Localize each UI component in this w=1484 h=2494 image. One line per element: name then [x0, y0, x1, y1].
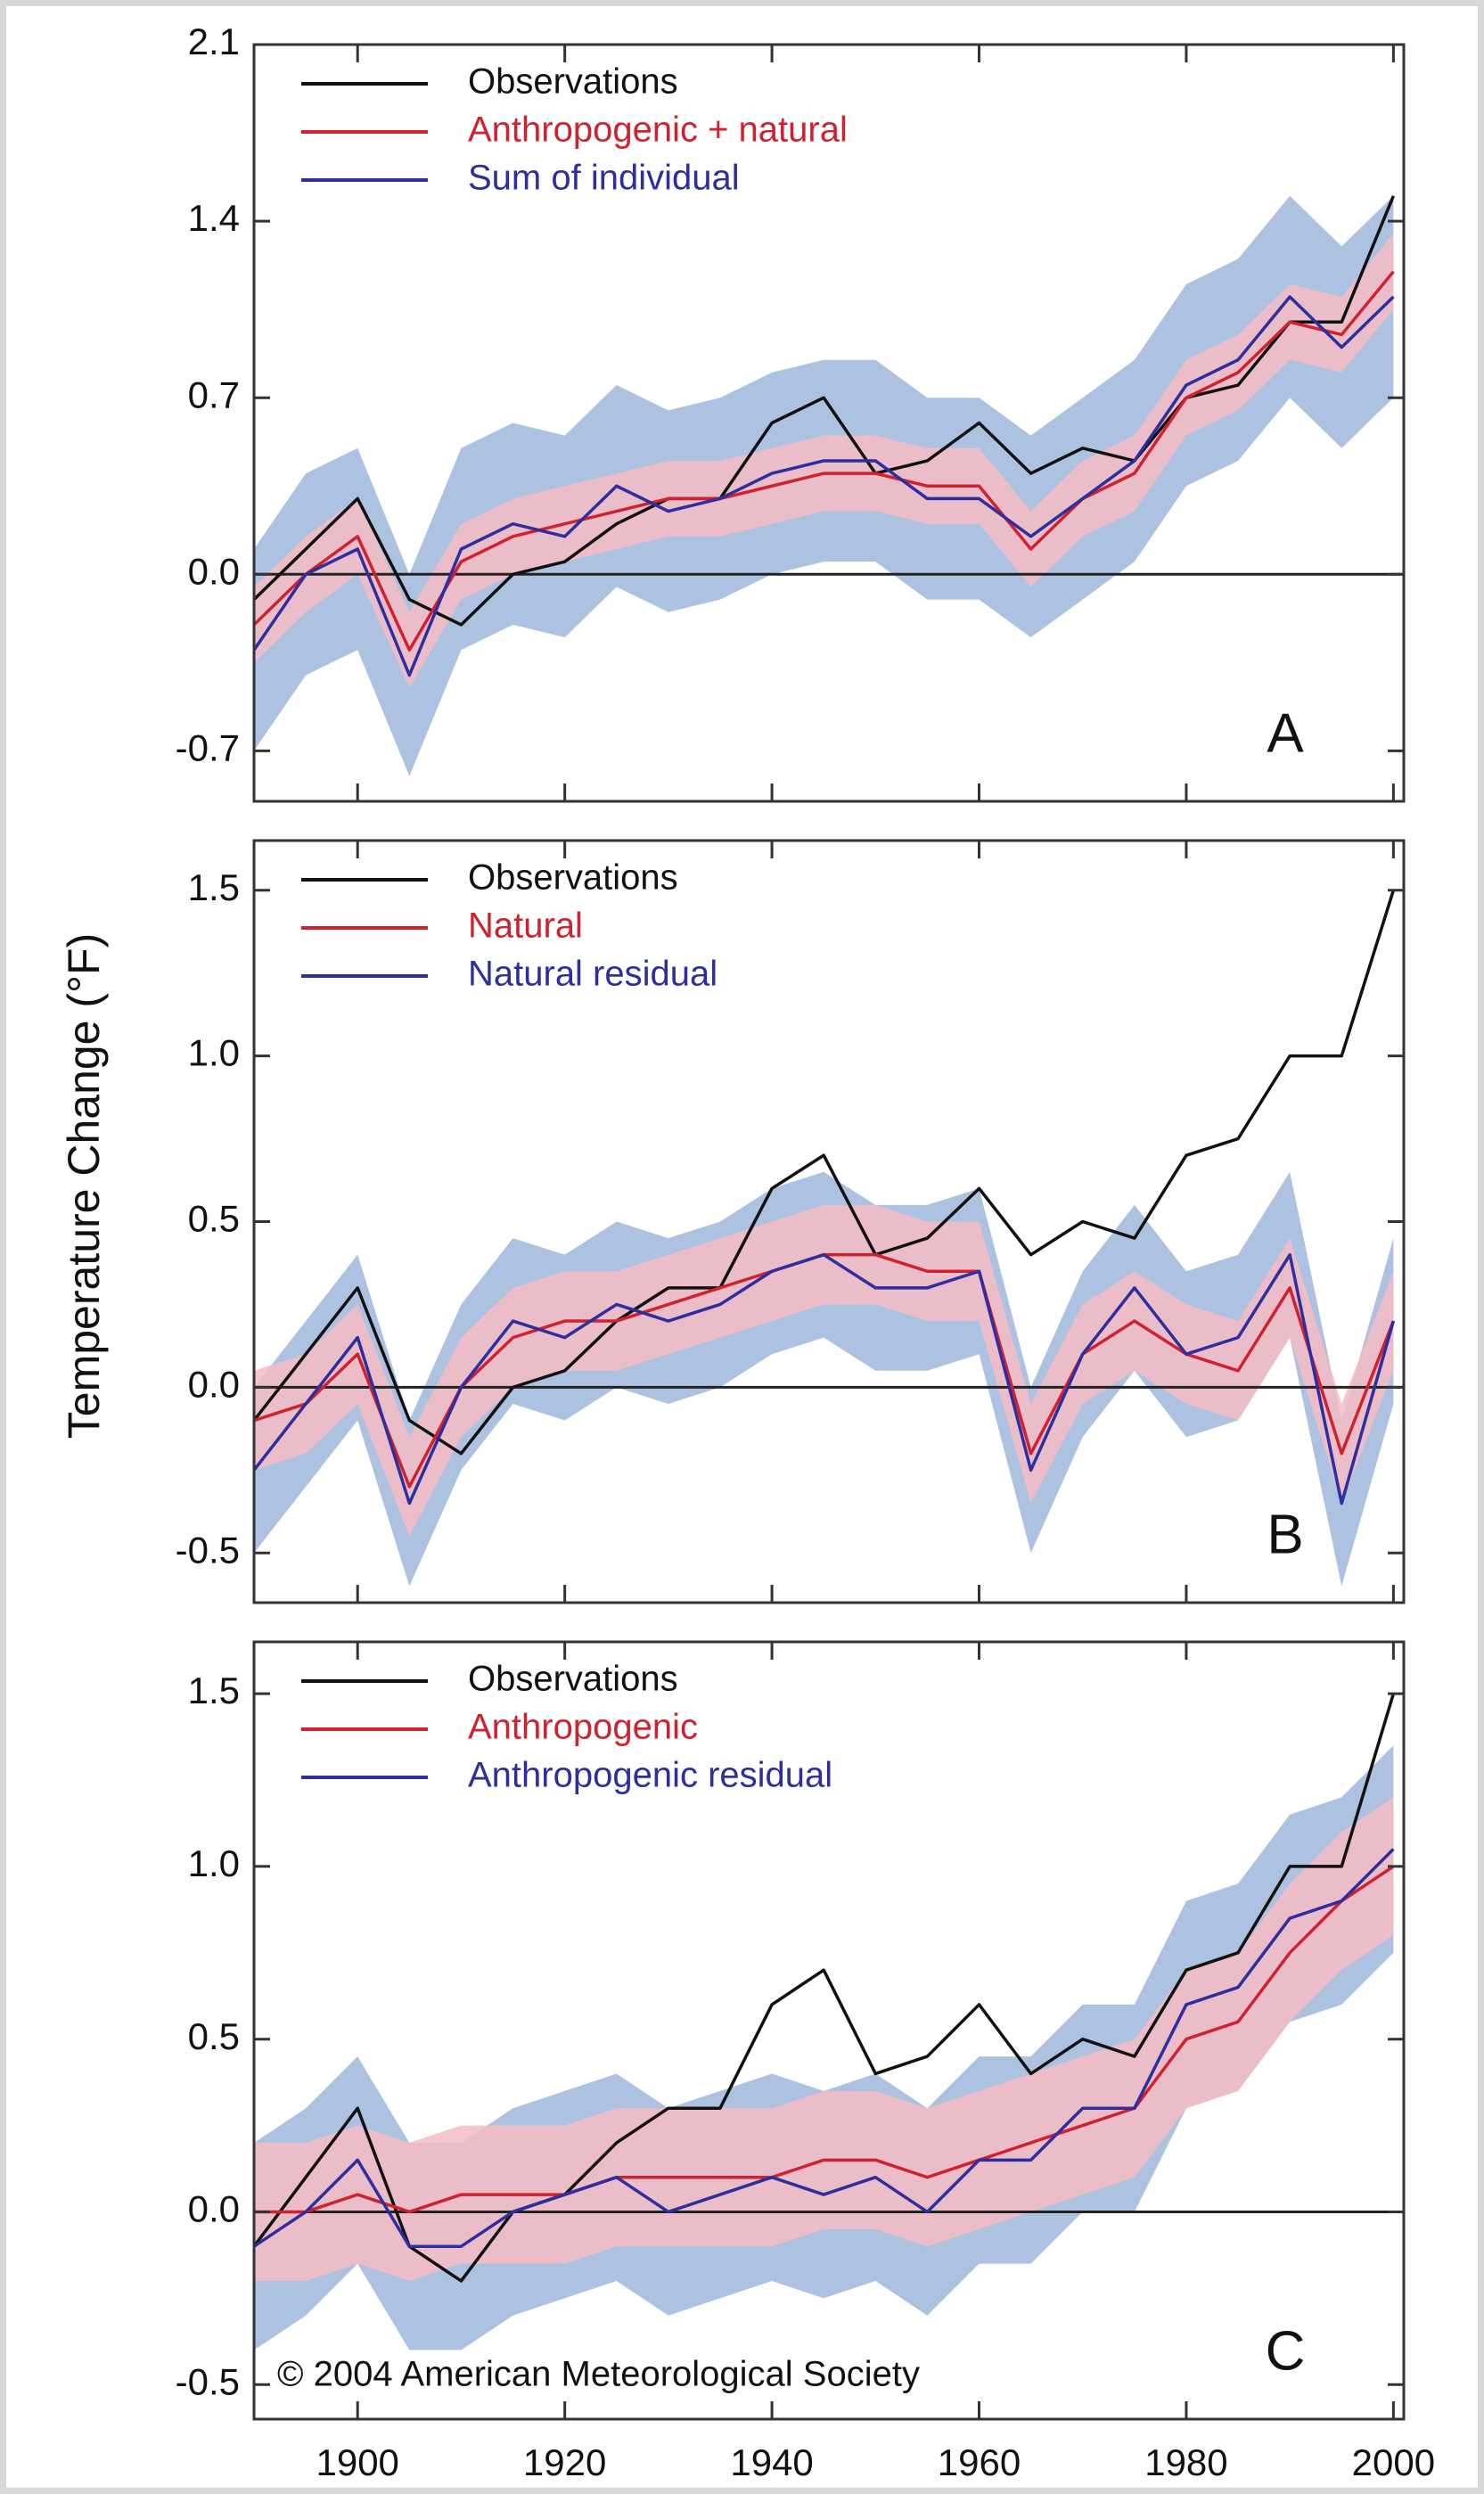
legend-label: Natural residual: [468, 955, 717, 994]
plot-frame: [252, 43, 1406, 803]
legend-label: Anthropogenic + natural: [468, 111, 848, 150]
panel-label: A: [1267, 702, 1304, 764]
panel-label: B: [1267, 1504, 1303, 1565]
series-line: [254, 295, 1395, 677]
x-tick-label: 1900: [316, 2441, 398, 2483]
y-tick-label: 1.5: [188, 1670, 240, 1711]
x-tick-label: 1940: [730, 2441, 813, 2483]
legend-label: Observations: [468, 1660, 678, 1699]
series-line: [254, 890, 1396, 1456]
y-tick-label: 0.5: [188, 2015, 240, 2057]
y-axis-label: Temperature Change (°F): [59, 933, 109, 1439]
x-tick-label: 1980: [1144, 2441, 1227, 2483]
y-tick-label: 0.5: [188, 1198, 240, 1240]
y-tick-label: 1.4: [188, 197, 240, 239]
y-tick-label: 0.0: [188, 1363, 240, 1405]
y-tick-label: 2.1: [188, 21, 240, 62]
legend-label: Anthropogenic: [468, 1708, 698, 1747]
y-tick-label: 1.0: [188, 1032, 240, 1074]
legend-label: Sum of individual: [468, 159, 740, 198]
series-line: [254, 1865, 1395, 2214]
x-tick-label: 2000: [1352, 2441, 1435, 2483]
y-tick-label: 1.5: [188, 866, 240, 908]
series-line: [254, 195, 1395, 627]
uncertainty-band: [254, 1171, 1394, 1587]
y-tick-label: 1.0: [188, 1842, 240, 1884]
series-line: [254, 1252, 1396, 1505]
y-tick-label: -0.7: [176, 726, 240, 768]
x-tick-label: 1920: [523, 2441, 606, 2483]
plot-frame: [252, 1640, 1406, 2421]
uncertainty-band: [254, 1797, 1394, 2281]
y-tick-label: -0.5: [176, 1529, 240, 1571]
uncertainty-band: [254, 1204, 1394, 1537]
x-tick-label: 1960: [938, 2441, 1021, 2483]
series-line: [254, 1848, 1395, 2248]
legend-label: Observations: [468, 62, 678, 102]
y-tick-label: 0.0: [188, 550, 240, 592]
series-line: [254, 1693, 1396, 2283]
legend-label: Anthropogenic residual: [468, 1756, 832, 1795]
annotation: © 2004 American Meteorological Society: [277, 2355, 920, 2394]
legend-label: Observations: [468, 858, 678, 898]
y-tick-label: 0.0: [188, 2188, 240, 2230]
y-tick-label: 0.7: [188, 373, 240, 415]
y-tick-label: -0.5: [176, 2360, 240, 2402]
legend-label: Natural: [468, 907, 583, 946]
panel-label: C: [1266, 2320, 1306, 2382]
